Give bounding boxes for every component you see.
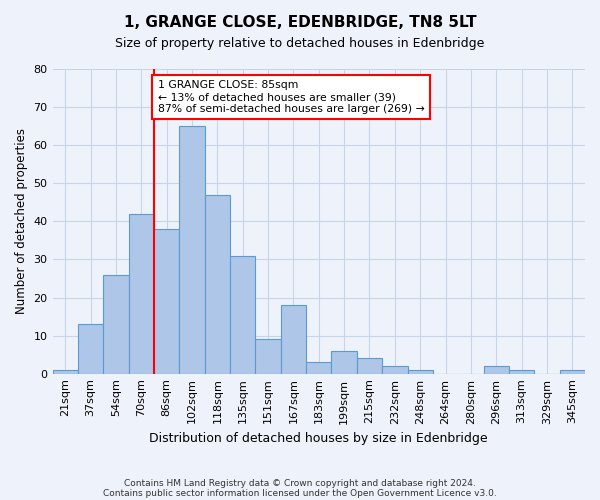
Text: 1 GRANGE CLOSE: 85sqm
← 13% of detached houses are smaller (39)
87% of semi-deta: 1 GRANGE CLOSE: 85sqm ← 13% of detached … [158,80,425,114]
Text: Size of property relative to detached houses in Edenbridge: Size of property relative to detached ho… [115,38,485,51]
Bar [484,366,509,374]
Bar [382,366,407,374]
Bar [128,214,154,374]
Bar [560,370,585,374]
Bar [103,274,128,374]
Y-axis label: Number of detached properties: Number of detached properties [15,128,28,314]
Text: 1, GRANGE CLOSE, EDENBRIDGE, TN8 5LT: 1, GRANGE CLOSE, EDENBRIDGE, TN8 5LT [124,15,476,30]
Text: Contains HM Land Registry data © Crown copyright and database right 2024.: Contains HM Land Registry data © Crown c… [124,478,476,488]
Bar [509,370,534,374]
Bar [281,305,306,374]
Bar [53,370,78,374]
Text: Contains public sector information licensed under the Open Government Licence v3: Contains public sector information licen… [103,488,497,498]
Bar [78,324,103,374]
Bar [179,126,205,374]
Bar [357,358,382,374]
Bar [205,194,230,374]
Bar [407,370,433,374]
Bar [230,256,256,374]
Bar [306,362,331,374]
Bar [154,229,179,374]
Bar [256,340,281,374]
X-axis label: Distribution of detached houses by size in Edenbridge: Distribution of detached houses by size … [149,432,488,445]
Bar [331,351,357,374]
